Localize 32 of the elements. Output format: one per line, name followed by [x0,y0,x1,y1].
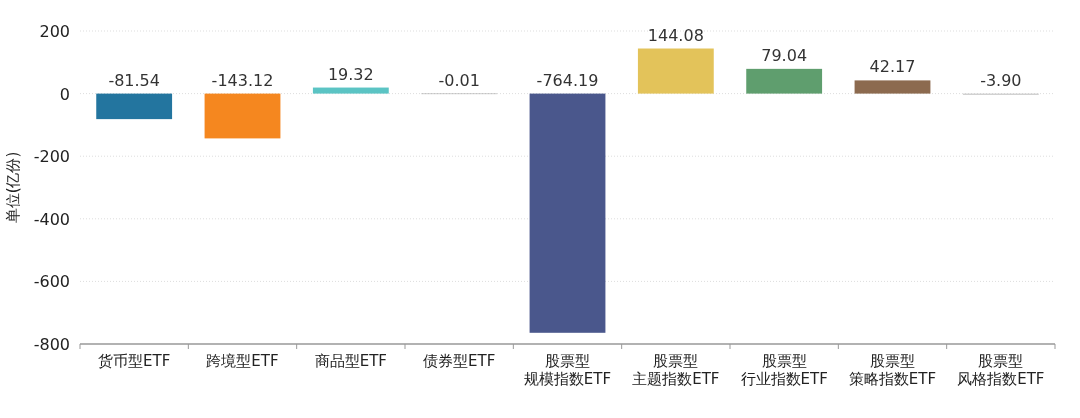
y-tick-label: 0 [59,84,70,104]
data-label: 79.04 [761,45,808,65]
y-tick-label: -800 [33,335,70,354]
data-label: -81.54 [108,70,160,90]
bar [854,80,931,94]
x-tick-label: 货币型ETF [98,352,171,370]
bar [637,48,714,94]
x-tick-label: 债券型ETF [423,352,496,370]
y-axis-title: 单位(亿份) [4,151,22,224]
y-tick-label: -200 [33,147,70,167]
data-label: 42.17 [869,57,916,77]
x-tick-label: 股票型规模指数ETF [523,352,612,388]
x-tick-label: 股票型策略指数ETF [848,352,937,388]
y-tick-label: 200 [39,22,70,41]
data-label: -764.19 [536,70,599,90]
bar [529,93,606,333]
data-label: -3.90 [980,70,1022,90]
x-tick-label: 股票型主题指数ETF [632,352,720,388]
y-tick-label: -600 [33,272,70,292]
data-label: 19.32 [327,64,374,84]
bar [204,93,281,139]
x-tick-label: 股票型行业指数ETF [740,352,828,388]
data-label: -0.01 [438,70,480,90]
data-label: 144.08 [647,25,704,45]
bar [746,68,823,94]
bar [312,87,389,94]
y-tick-label: -400 [33,209,70,229]
x-tick-label: 股票型风格指数ETF [957,352,1045,388]
x-tick-label: 商品型ETF [314,352,387,370]
bar [96,93,173,120]
data-label: -143.12 [211,70,274,90]
x-tick-label: 跨境型ETF [206,352,279,370]
